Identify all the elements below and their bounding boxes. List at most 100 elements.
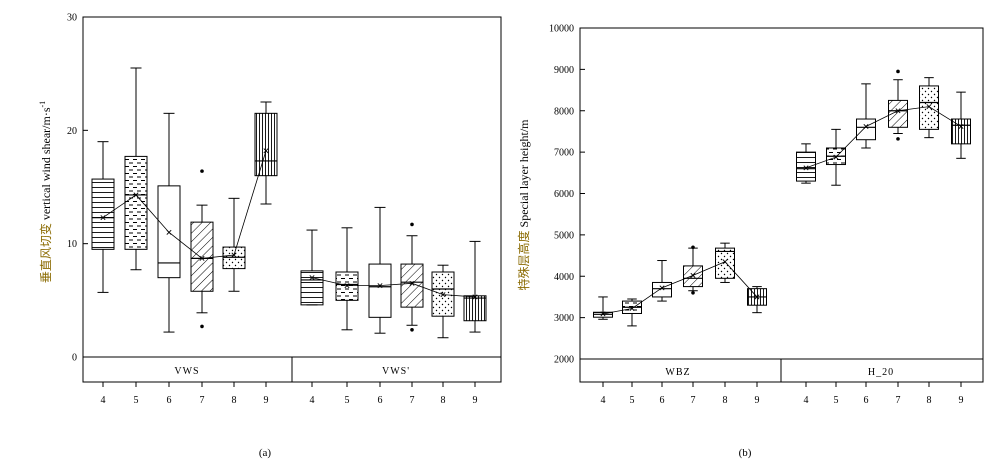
box-body xyxy=(124,155,148,250)
y-axis-title-b-cn: 特殊层高度 xyxy=(516,230,531,290)
outlier-point xyxy=(410,328,414,332)
box-body xyxy=(190,221,214,292)
box-VWS-m5 xyxy=(335,227,359,331)
box-body xyxy=(300,270,324,306)
box-body xyxy=(368,263,392,318)
x-tick-label: 5 xyxy=(834,395,839,406)
x-tick-label: 9 xyxy=(473,395,478,406)
x-tick-label: 5 xyxy=(345,395,350,406)
box-H20-m4 xyxy=(796,143,816,184)
mean-marker xyxy=(199,255,205,261)
x-tick-label: 8 xyxy=(441,395,446,406)
mean-marker xyxy=(754,294,760,300)
box-body xyxy=(715,247,735,279)
caption-b: (b) xyxy=(739,447,752,459)
box-body xyxy=(652,281,672,298)
y-tick-label: 0 xyxy=(72,353,77,364)
box-VWS-m8 xyxy=(222,197,246,292)
x-tick-label: 4 xyxy=(101,395,106,406)
x-tick-label: 5 xyxy=(630,395,635,406)
y-tick-label: 5000 xyxy=(554,230,574,241)
box-WBZ-m8 xyxy=(715,242,735,283)
y-axis-title-a-en: vertical wind shear/m·s xyxy=(39,107,53,223)
y-tick-label: 3000 xyxy=(554,313,574,324)
mean-marker-stroke xyxy=(600,311,606,317)
chart-b: WBZ H_20 2000 3000 4000 5000 6000 7000 8000 900… xyxy=(516,24,984,459)
box-body xyxy=(254,112,278,177)
outlier-point xyxy=(691,245,695,250)
box-WBZ-m5 xyxy=(622,298,642,327)
mean-line-VWS xyxy=(311,277,476,298)
x-tick-label: 8 xyxy=(927,395,932,406)
x-tick-label: 4 xyxy=(804,395,809,406)
mean-marker-stroke xyxy=(472,294,478,300)
y-tick-label: 9000 xyxy=(554,65,574,76)
x-tick-label: 7 xyxy=(200,395,205,406)
mean-marker-stroke xyxy=(833,154,839,160)
mean-marker xyxy=(344,283,350,289)
y-tick-label: 30 xyxy=(67,13,77,24)
mean-marker xyxy=(690,272,696,278)
mean-marker-stroke xyxy=(199,255,205,261)
mean-marker xyxy=(863,123,869,129)
plot-frame-b xyxy=(579,27,984,383)
chart-a: VWS VWS' 0 10 20 30 4 5 6 7 8 9 4 5 6 7 8 9 垂直风切变 vert… xyxy=(38,13,502,459)
y-axis-title-a-cn: 垂直风切变 xyxy=(38,223,53,283)
boxes-a xyxy=(91,67,487,339)
x-ticks-a: 4 5 6 7 8 9 4 5 6 7 8 9 xyxy=(101,382,478,406)
mean-marker xyxy=(166,229,172,235)
mean-marker xyxy=(926,104,932,110)
y-axis-title-b: 特殊层高度 Special layer height/m xyxy=(516,119,531,291)
box-H20-m9 xyxy=(951,91,971,159)
box-body xyxy=(683,265,703,288)
box-WBZ-m4 xyxy=(593,296,613,320)
y-axis-title-a-sup: -1 xyxy=(38,101,47,108)
mean-line-H20 xyxy=(805,106,962,169)
mean-marker xyxy=(263,148,269,154)
y-tick-label: 8000 xyxy=(554,106,574,117)
mean-marker xyxy=(472,294,478,300)
boxes-b xyxy=(593,69,971,327)
mean-marker xyxy=(895,108,901,114)
mean-marker-stroke xyxy=(263,148,269,154)
x-tick-label: 6 xyxy=(864,395,869,406)
x-tick-label: 4 xyxy=(601,395,606,406)
mean-marker-stroke xyxy=(754,294,760,300)
mean-marker-stroke xyxy=(895,108,901,114)
mean-marker xyxy=(231,252,237,258)
mean-line-WBZ xyxy=(602,261,758,315)
outlier-point xyxy=(896,69,900,74)
mean-marker-stroke xyxy=(100,215,106,221)
x-tick-label: 6 xyxy=(378,395,383,406)
box-body xyxy=(796,151,816,182)
mean-marker-stroke xyxy=(231,252,237,258)
box-VWS-m4 xyxy=(300,229,324,306)
y-axis-title-b-en: Special layer height/m xyxy=(517,119,531,231)
mean-lines-b xyxy=(600,104,964,317)
y-axis-title-a: 垂直风切变 vertical wind shear/m·s-1 xyxy=(38,101,53,283)
box-body xyxy=(463,295,487,322)
box-body xyxy=(400,263,424,308)
outlier-point xyxy=(691,291,695,295)
mean-marker-stroke xyxy=(863,123,869,129)
group-label-h20: H_20 xyxy=(868,367,894,378)
mean-marker xyxy=(803,165,809,171)
mean-marker xyxy=(958,123,964,129)
mean-marker-stroke xyxy=(926,104,932,110)
mean-marker xyxy=(100,215,106,221)
mean-marker-stroke xyxy=(803,165,809,171)
box-H20-m7 xyxy=(888,69,908,141)
mean-line-VWS xyxy=(102,150,267,259)
mean-marker xyxy=(722,259,728,265)
y-ticks-a: 0 10 20 30 xyxy=(67,13,88,364)
box-VWS-m6 xyxy=(368,206,392,334)
box-H20-m5 xyxy=(826,128,846,186)
mean-marker xyxy=(629,306,635,312)
box-body xyxy=(856,118,876,141)
box-WBZ-m6 xyxy=(652,260,672,302)
box-VWS-m6 xyxy=(157,112,181,333)
box-VWS-m7 xyxy=(400,222,424,332)
box-WBZ-m7 xyxy=(683,245,703,295)
outlier-point xyxy=(200,324,204,329)
